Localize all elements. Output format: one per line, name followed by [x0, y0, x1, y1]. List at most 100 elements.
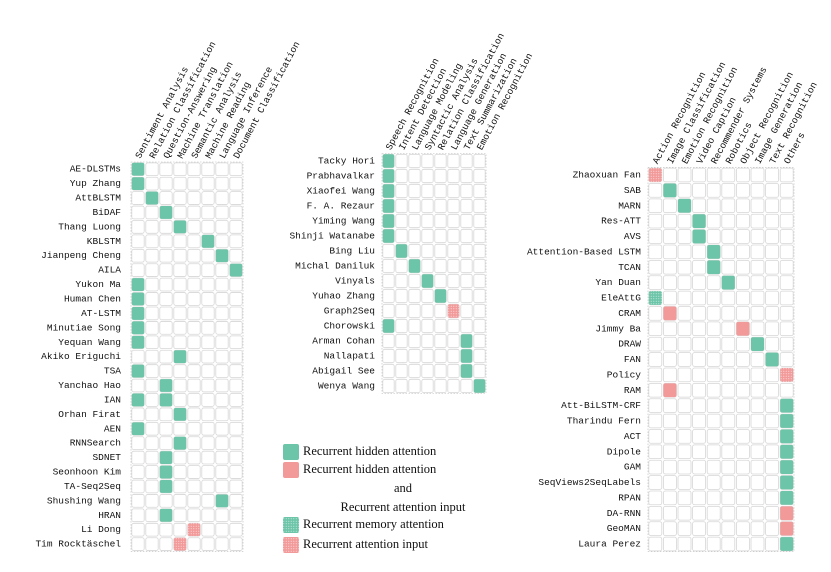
grid-cell — [736, 459, 750, 475]
attention-cell — [460, 334, 473, 348]
grid-cell — [229, 176, 243, 191]
grid-cell — [187, 364, 201, 378]
grid-cell — [765, 198, 779, 214]
grid-cell — [229, 364, 243, 378]
grid-cell — [706, 475, 721, 490]
grid-cell — [677, 275, 692, 290]
grid-cell — [648, 475, 663, 490]
grid-cell — [215, 522, 229, 537]
row-label: CRAM — [618, 308, 641, 319]
grid-cell — [750, 382, 765, 398]
grid-cell — [408, 243, 421, 259]
row-label: Yiming Wang — [312, 216, 375, 227]
grid-cell — [145, 522, 159, 537]
grid-cell — [447, 243, 460, 259]
grid-cell — [473, 273, 486, 289]
grid-cell — [215, 393, 229, 407]
grid-cell — [434, 303, 447, 319]
grid-cell — [229, 479, 243, 494]
row-label: AVS — [624, 231, 641, 242]
grid-cell — [382, 303, 395, 319]
attention-cell — [395, 244, 408, 258]
row-label: Shinji Watanabe — [289, 231, 375, 242]
grid-cell — [765, 229, 779, 244]
grid-cell — [779, 382, 794, 398]
grid-cell — [750, 475, 765, 490]
grid-cell — [159, 306, 173, 321]
grid-cell — [187, 306, 201, 321]
grid-cell — [460, 243, 473, 259]
attention-cell — [663, 183, 677, 198]
attention-cell — [131, 422, 145, 436]
grid-cell — [421, 348, 434, 364]
grid-cell — [145, 494, 159, 508]
grid-cell — [721, 259, 736, 275]
grid-cell — [765, 259, 779, 275]
grid-cell — [131, 450, 145, 465]
row-label: Akiko Eriguchi — [41, 351, 121, 362]
grid-cell — [706, 459, 721, 475]
attention-cell — [692, 214, 706, 228]
grid-cell — [408, 213, 421, 229]
grid-cell — [765, 398, 779, 413]
grid-cell — [692, 398, 706, 413]
grid-cell — [648, 505, 663, 521]
row-label: Thang Luong — [58, 221, 121, 232]
grid-cell — [201, 292, 215, 306]
grid-cell — [145, 436, 159, 450]
row-label: BiDAF — [92, 207, 121, 218]
grid-cell — [229, 378, 243, 393]
grid-cell — [473, 318, 486, 334]
grid-cell — [648, 198, 663, 214]
grid-cell — [473, 213, 486, 229]
grid-cell — [677, 444, 692, 460]
attention-cell — [145, 191, 159, 205]
grid-cell — [159, 349, 173, 364]
grid-cell — [692, 521, 706, 536]
grid-cell — [408, 168, 421, 184]
row-label: Laura Perez — [578, 539, 641, 550]
grid-cell — [159, 234, 173, 249]
row-label: Tim Rocktäschel — [35, 539, 121, 550]
grid-cell — [187, 436, 201, 450]
grid-cell — [131, 436, 145, 450]
grid-cell — [663, 444, 677, 460]
grid-cell — [229, 162, 243, 177]
grid-cell — [229, 407, 243, 422]
grid-cell — [408, 153, 421, 169]
row-label: Arman Cohan — [312, 336, 375, 347]
grid-cell — [765, 429, 779, 444]
attention-cell — [131, 177, 145, 191]
grid-cell — [382, 288, 395, 304]
row-label: GAM — [624, 462, 641, 473]
grid-cell — [201, 176, 215, 191]
grid-cell — [779, 259, 794, 275]
grid-cell — [677, 459, 692, 475]
grid-cell — [201, 465, 215, 479]
grid-cell — [131, 234, 145, 249]
grid-cell — [648, 306, 663, 321]
grid-cell — [434, 228, 447, 244]
attention-cell — [780, 521, 794, 536]
grid-cell — [395, 333, 408, 349]
grid-cell — [229, 522, 243, 537]
grid-cell — [434, 243, 447, 259]
grid-cell — [648, 429, 663, 444]
grid-cell — [648, 459, 663, 475]
grid-cell — [750, 459, 765, 475]
grid-cell — [215, 176, 229, 191]
grid-cell — [145, 321, 159, 335]
attention-cell — [382, 214, 395, 228]
grid-cell — [648, 490, 663, 506]
grid-cell — [229, 306, 243, 321]
grid-cell — [692, 244, 706, 260]
grid-cell — [201, 522, 215, 537]
grid-cell — [159, 494, 173, 508]
row-label: Wenya Wang — [318, 381, 375, 392]
grid-cell — [765, 275, 779, 290]
grid-cell — [721, 398, 736, 413]
grid-cell — [421, 303, 434, 319]
grid-cell — [663, 336, 677, 352]
grid-cell — [692, 306, 706, 321]
grid-cell — [145, 162, 159, 177]
